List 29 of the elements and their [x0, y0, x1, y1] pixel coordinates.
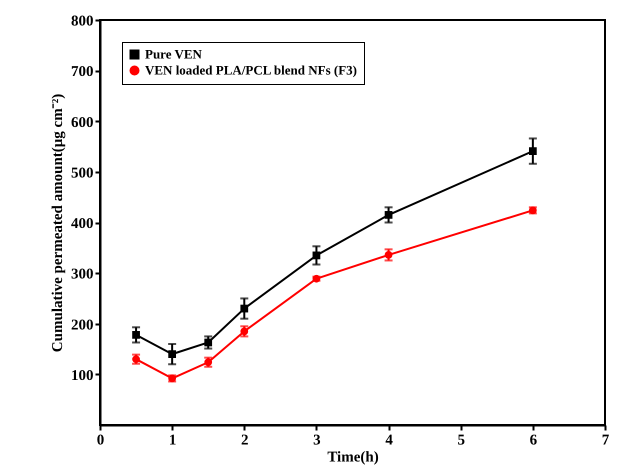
- x-tick-label: 4: [385, 432, 394, 448]
- x-tick-label: 7: [602, 432, 610, 448]
- point: [132, 331, 140, 339]
- legend-label: Pure VEN: [145, 46, 203, 62]
- x-tick-label: 0: [96, 432, 104, 448]
- x-tick-label: 2: [241, 432, 249, 448]
- point: [312, 252, 320, 260]
- x-tick-label: 5: [457, 432, 465, 448]
- y-axis-title: Cumulative permeated amount(μg cm⁻²): [50, 94, 66, 352]
- y-tick-label: 500: [71, 165, 94, 182]
- x-tick-label: 6: [530, 432, 538, 448]
- legend-label: VEN loaded PLA/PCL blend NFs (F3): [145, 62, 357, 78]
- y-tick-label: 700: [71, 64, 94, 80]
- point: [240, 304, 248, 312]
- y-tick-label: 100: [71, 368, 94, 384]
- y-tick-label: 600: [71, 114, 94, 131]
- point: [240, 327, 248, 336]
- point: [384, 251, 392, 259]
- y-tick-label: 400: [71, 216, 94, 232]
- point: [384, 211, 392, 219]
- x-tick-label: 1: [168, 432, 176, 448]
- point: [204, 338, 212, 346]
- x-axis-title: Time(h): [327, 450, 379, 466]
- x-tick-label: 3: [313, 432, 321, 448]
- y-tick-label: 800: [71, 14, 94, 30]
- y-tick-label: 200: [71, 317, 94, 334]
- point: [528, 147, 537, 155]
- y-tick-label: 300: [71, 266, 94, 283]
- point: [168, 350, 176, 358]
